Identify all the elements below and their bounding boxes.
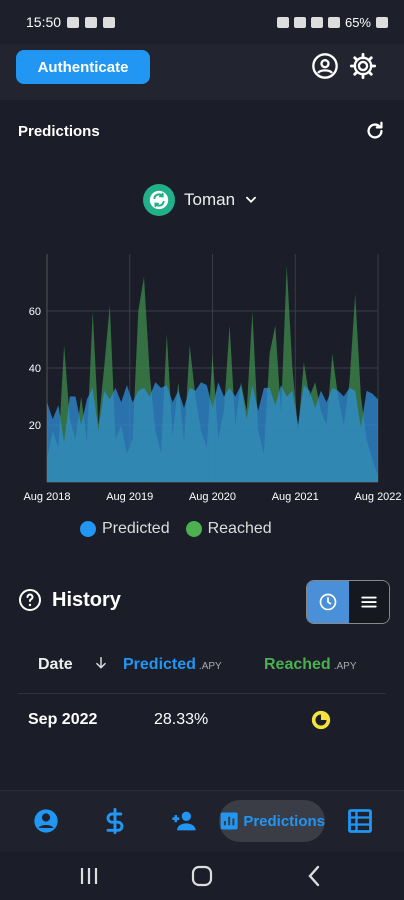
list-view-button[interactable] bbox=[349, 581, 389, 623]
y-tick-label: 20 bbox=[29, 420, 41, 432]
clock-icon bbox=[319, 593, 337, 611]
back-icon[interactable] bbox=[306, 864, 322, 888]
nav-predictions-label: Predictions bbox=[243, 812, 325, 830]
wifi-icon bbox=[310, 16, 323, 28]
date-column-header[interactable]: Date bbox=[38, 656, 73, 673]
sort-arrow-icon[interactable] bbox=[94, 655, 108, 671]
legend-item-predicted[interactable]: Predicted bbox=[80, 520, 170, 538]
predicted-column-header[interactable]: Predicted .APY bbox=[123, 656, 222, 674]
reached-column-label: Reached bbox=[264, 656, 331, 673]
recents-icon[interactable] bbox=[78, 866, 100, 886]
legend-predicted-label: Predicted bbox=[102, 520, 170, 537]
top-bar: Authenticate bbox=[0, 44, 404, 100]
predictions-title: Predictions bbox=[18, 123, 100, 140]
table-divider bbox=[18, 693, 386, 694]
signal-icon bbox=[327, 16, 340, 28]
x-tick-label: Aug 2020 bbox=[189, 491, 236, 503]
chevron-down-icon bbox=[246, 196, 256, 203]
x-tick-label: Aug 2022 bbox=[354, 491, 401, 503]
predicted-column-label: Predicted bbox=[123, 656, 196, 673]
gallery-icon bbox=[85, 16, 98, 28]
battery-saver-icon bbox=[293, 16, 306, 28]
battery-icon bbox=[376, 16, 388, 28]
table-icon[interactable] bbox=[346, 807, 374, 835]
row-predicted: 28.33% bbox=[154, 711, 209, 728]
reached-dot-icon bbox=[185, 521, 202, 537]
nav-item-predictions[interactable]: Predictions bbox=[219, 800, 325, 842]
bottom-nav: Predictions bbox=[0, 790, 404, 853]
gear-icon[interactable] bbox=[349, 52, 377, 80]
account-circle-icon[interactable] bbox=[311, 52, 339, 80]
view-toggle bbox=[306, 580, 390, 624]
table-row[interactable]: Sep 2022 28.33% bbox=[0, 700, 404, 740]
notification-icon bbox=[103, 16, 116, 28]
x-tick-label: Aug 2018 bbox=[23, 491, 70, 503]
refresh-icon[interactable] bbox=[364, 120, 386, 142]
area-series-predicted bbox=[47, 382, 378, 482]
image-icon bbox=[67, 16, 80, 28]
y-tick-label: 40 bbox=[29, 363, 41, 375]
legend-reached-label: Reached bbox=[207, 520, 272, 537]
reached-apy-label: .APY bbox=[333, 661, 357, 672]
currency-coin-icon bbox=[143, 184, 175, 216]
battery-level: 65% bbox=[344, 14, 371, 30]
status-bar: 15:50 65% bbox=[0, 0, 404, 44]
y-tick-label: 60 bbox=[29, 306, 41, 318]
predictions-header: Predictions bbox=[0, 100, 404, 160]
history-table-header: Date Predicted .APY Reached .APY bbox=[0, 640, 404, 692]
currency-selector[interactable]: Toman bbox=[143, 184, 258, 216]
history-title: History bbox=[52, 588, 121, 611]
chart-legend: Predicted Reached bbox=[80, 520, 272, 538]
reached-column-header[interactable]: Reached .APY bbox=[264, 656, 357, 674]
add-user-icon[interactable] bbox=[170, 807, 198, 835]
row-date: Sep 2022 bbox=[28, 711, 98, 728]
predicted-apy-label: .APY bbox=[198, 661, 222, 672]
currency-label: Toman bbox=[184, 190, 236, 209]
pending-icon bbox=[311, 710, 331, 730]
predictions-chart: Aug 2018 Aug 2019 Aug 2020 Aug 2021 Aug 2022… bbox=[23, 254, 402, 503]
history-header: History bbox=[18, 588, 121, 612]
status-time: 15:50 bbox=[26, 14, 62, 30]
account-icon[interactable] bbox=[32, 807, 60, 835]
x-tick-label: Aug 2021 bbox=[272, 491, 319, 503]
legend-item-reached[interactable]: Reached bbox=[185, 520, 272, 538]
authenticate-button[interactable]: Authenticate bbox=[16, 50, 150, 84]
x-tick-label: Aug 2019 bbox=[106, 491, 153, 503]
predicted-dot-icon bbox=[80, 521, 96, 537]
system-navigation bbox=[0, 852, 404, 900]
list-icon bbox=[361, 596, 377, 608]
dollar-icon[interactable] bbox=[101, 807, 129, 835]
home-icon[interactable] bbox=[190, 864, 214, 888]
predictions-icon bbox=[220, 812, 238, 830]
key-icon bbox=[276, 16, 289, 28]
help-icon[interactable] bbox=[18, 588, 42, 612]
timeline-view-button[interactable] bbox=[307, 581, 349, 623]
